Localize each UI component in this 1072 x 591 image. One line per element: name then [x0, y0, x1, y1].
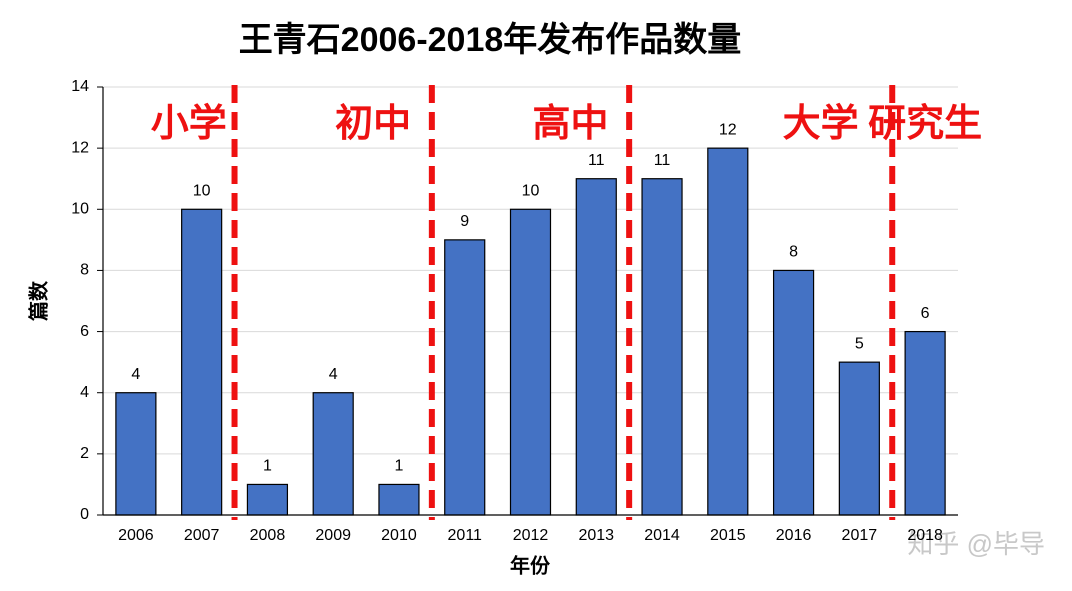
bar [575, 178, 617, 516]
x-tick-label: 2017 [842, 527, 878, 544]
y-tick-label: 14 [71, 78, 89, 95]
value-label: 1 [263, 458, 272, 475]
x-axis-title: 年份 [510, 553, 551, 577]
x-tick-label: 2014 [644, 527, 680, 544]
phase-label: 大学 [783, 102, 859, 145]
watermark: 知乎 @毕导 [907, 529, 1045, 559]
y-tick-label: 6 [80, 323, 89, 340]
value-label: 11 [654, 152, 671, 169]
bar [838, 361, 880, 516]
x-tick-label: 2018 [907, 527, 943, 544]
x-tick-label: 2013 [578, 527, 614, 544]
value-label: 8 [789, 244, 798, 261]
bar [772, 269, 815, 516]
value-label: 4 [131, 366, 140, 383]
phase-label: 高中 [532, 103, 608, 145]
y-tick-label: 2 [80, 445, 89, 462]
phase-label: 研究生 [868, 103, 982, 145]
value-label: 4 [329, 366, 338, 383]
bar [312, 392, 354, 516]
bar [115, 392, 157, 516]
value-label: 11 [588, 152, 605, 169]
bar [509, 208, 552, 516]
y-tick-label: 10 [71, 201, 89, 218]
bar [181, 208, 223, 516]
bar [707, 147, 749, 516]
y-tick-label: 4 [80, 384, 89, 401]
value-label: 10 [193, 183, 211, 200]
bar [444, 239, 486, 516]
phase-label: 初中 [335, 103, 411, 145]
x-tick-label: 2007 [184, 527, 220, 544]
y-tick-label: 8 [80, 262, 89, 279]
x-tick-label: 2009 [315, 527, 351, 544]
x-tick-label: 2010 [381, 527, 417, 544]
x-tick-label: 2012 [513, 527, 549, 544]
chart-title: 王青石2006-2018年发布作品数量 [239, 21, 742, 59]
value-label: 1 [395, 458, 404, 475]
x-tick-label: 2015 [710, 527, 746, 544]
bar [641, 178, 683, 516]
value-label: 5 [855, 335, 864, 352]
value-label: 12 [719, 121, 737, 138]
value-label: 6 [921, 305, 930, 322]
y-axis-title: 篇数 [26, 280, 50, 322]
value-label: 10 [522, 183, 540, 200]
x-tick-label: 2006 [118, 527, 154, 544]
x-tick-label: 2008 [250, 527, 286, 544]
phase-label: 小学 [151, 102, 227, 145]
y-tick-label: 0 [80, 506, 89, 523]
x-tick-label: 2016 [776, 527, 812, 544]
value-label: 9 [460, 213, 469, 230]
y-tick-label: 12 [71, 139, 89, 156]
x-tick-label: 2011 [448, 527, 483, 544]
bar [904, 330, 946, 516]
bar [246, 483, 289, 516]
bar [378, 483, 420, 516]
